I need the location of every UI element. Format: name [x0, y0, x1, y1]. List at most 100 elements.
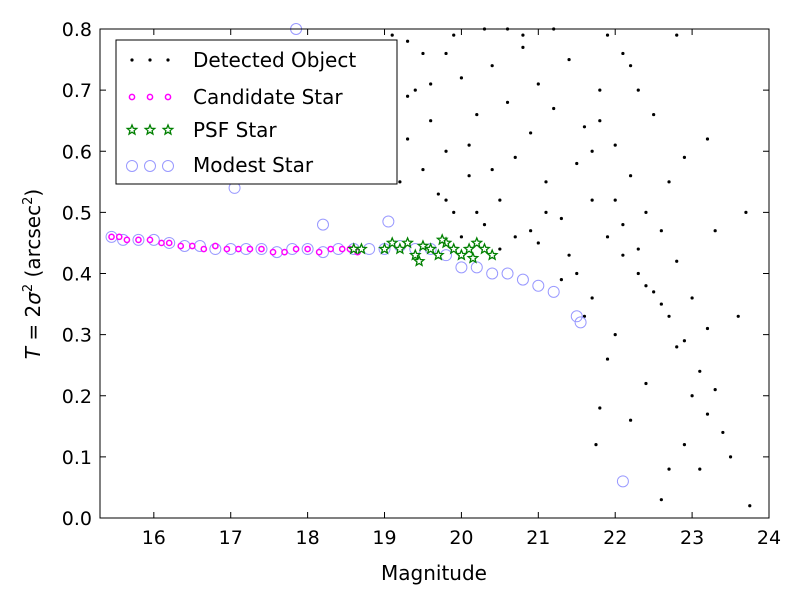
psf-star-point — [412, 254, 426, 267]
legend-psf-star — [125, 123, 139, 136]
legend-psf-star — [161, 123, 175, 136]
legend-label-detected: Detected Object — [193, 48, 356, 72]
detected-object-point — [567, 253, 571, 257]
detected-object-point — [521, 33, 525, 37]
detected-object-point — [636, 247, 640, 251]
y-label-sigma: σ — [21, 291, 45, 305]
x-tick-label: 19 — [372, 527, 396, 549]
detected-object-point — [390, 33, 394, 37]
detected-object-point — [559, 216, 563, 221]
detected-object-point — [713, 388, 717, 392]
detected-object-point — [613, 143, 617, 147]
detected-object-point — [698, 467, 702, 471]
detected-object-point — [675, 33, 679, 37]
detected-object-point — [690, 296, 694, 300]
x-axis-label: Magnitude — [381, 561, 487, 585]
detected-object-point — [652, 112, 656, 117]
modest-star-point — [301, 243, 314, 256]
modest-star-point — [574, 316, 587, 329]
detected-object-point — [529, 229, 533, 233]
candidate-star-point — [146, 236, 154, 244]
x-tick-label: 17 — [219, 527, 243, 549]
detected-object-point — [705, 326, 710, 331]
modest-star-point — [570, 310, 583, 323]
legend-label-candidate: Candidate Star — [193, 85, 343, 109]
detected-object-point — [605, 357, 610, 361]
candidate-star-point — [338, 245, 346, 253]
modest-star-point — [470, 261, 483, 274]
candidate-star-point — [165, 239, 173, 247]
detected-object-point — [590, 296, 594, 300]
detected-object-point — [444, 149, 448, 153]
candidate-star-point — [235, 245, 242, 253]
candidate-star-point — [315, 248, 323, 256]
detected-object-point — [459, 76, 464, 80]
candidate-star-point — [223, 245, 231, 253]
modest-star-point — [255, 243, 268, 256]
candidate-star-point — [188, 242, 196, 250]
detected-object-point — [575, 271, 579, 276]
y-tick-label: 0.3 — [62, 325, 92, 347]
modest-star-point — [532, 279, 545, 292]
psf-star-point — [435, 233, 449, 246]
modest-star-point — [547, 285, 560, 298]
candidate-star-point — [115, 233, 123, 241]
detected-object-point — [748, 504, 752, 508]
detected-object-point — [421, 51, 425, 56]
legend-box — [115, 39, 398, 185]
detected-object-point — [598, 119, 602, 123]
detected-object-point — [659, 302, 663, 306]
y-tick-label: 0.8 — [62, 19, 92, 41]
detected-object-point — [536, 241, 540, 245]
candidate-star-point — [135, 236, 142, 244]
detected-object-point — [536, 82, 540, 86]
psf-star-point — [385, 236, 399, 249]
detected-object-point — [659, 498, 663, 502]
detected-object-point — [582, 314, 587, 318]
candidate-star-point — [281, 248, 288, 256]
candidate-star-point — [327, 245, 335, 253]
detected-object-point — [405, 94, 410, 98]
modest-star-point — [382, 215, 395, 228]
detected-object-point — [513, 155, 517, 159]
detected-object-point — [467, 143, 471, 147]
y-label-sigma-sup: 2 — [21, 284, 36, 292]
candidate-star-point — [211, 242, 219, 250]
y-label-close: ) — [21, 189, 45, 197]
x-tick-label: 23 — [680, 527, 704, 549]
candidate-star-point — [258, 245, 265, 253]
detected-object-point — [621, 253, 625, 257]
detected-object-point — [605, 235, 610, 239]
y-axis-label: T = 2σ2 (arcsec2) — [21, 189, 45, 359]
detected-object-point — [436, 192, 440, 196]
y-label-eq: = 2 — [21, 305, 45, 347]
x-tick-label: 18 — [296, 527, 320, 549]
detected-object-point — [590, 149, 594, 153]
modest-star-point — [317, 218, 329, 231]
detected-object-point — [628, 418, 633, 422]
detected-object-point — [490, 64, 494, 68]
detected-object-point — [544, 180, 548, 184]
y-tick-label: 0.0 — [62, 508, 92, 530]
detected-object-point — [498, 247, 502, 251]
detected-object-point — [452, 210, 456, 214]
candidate-star-point — [158, 239, 165, 247]
detected-object-point — [544, 210, 548, 214]
detected-object-point — [721, 430, 725, 435]
detected-object-point — [613, 198, 617, 202]
detected-object-point — [644, 381, 648, 386]
modest-star-point — [132, 233, 145, 246]
candidate-star-point — [304, 245, 311, 253]
detected-object-point — [744, 210, 748, 214]
detected-object-point — [667, 180, 671, 184]
detected-object-point — [698, 369, 702, 373]
y-tick-label: 0.4 — [62, 264, 92, 286]
modest-star-point — [616, 475, 629, 488]
detected-object-point — [705, 137, 710, 141]
detected-object-point — [513, 235, 517, 239]
detected-object-series — [382, 27, 752, 508]
detected-object-point — [713, 229, 717, 233]
detected-object-point — [636, 88, 640, 92]
candidate-star-point — [123, 236, 131, 244]
